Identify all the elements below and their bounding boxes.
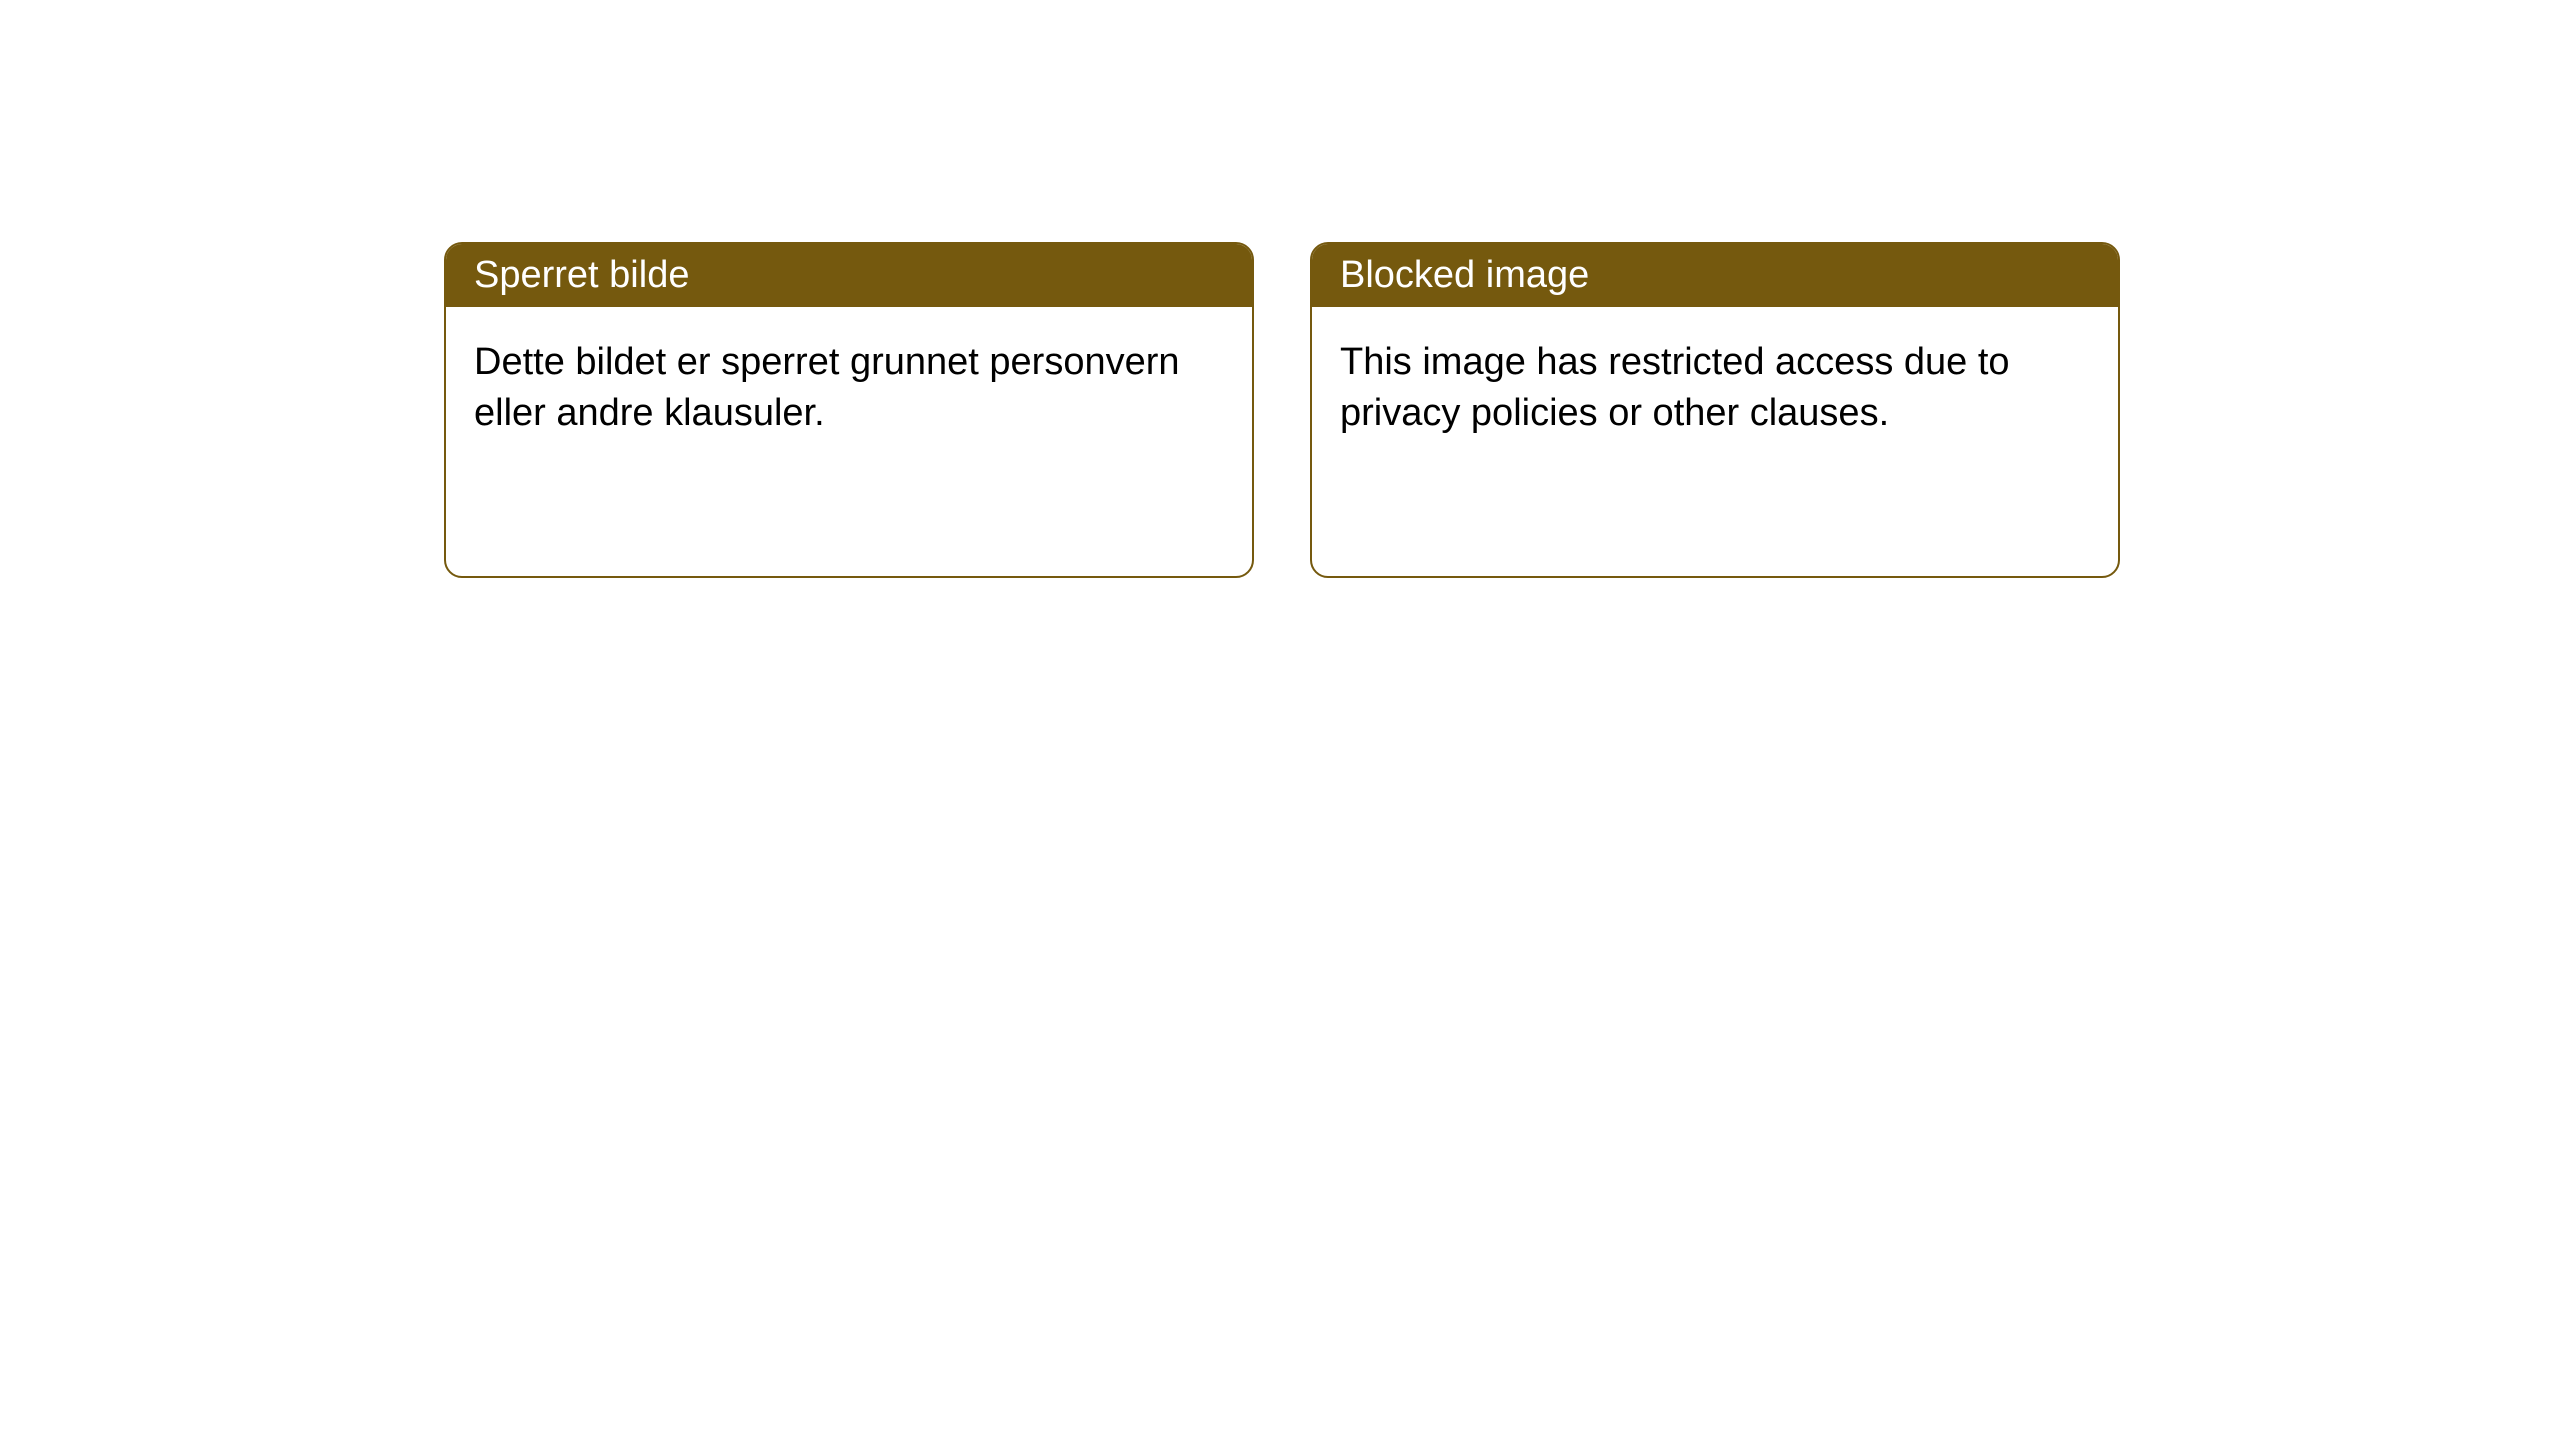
- notice-card-norwegian: Sperret bilde Dette bildet er sperret gr…: [444, 242, 1254, 578]
- notice-title: Blocked image: [1340, 254, 1589, 296]
- notice-card-english: Blocked image This image has restricted …: [1310, 242, 2120, 578]
- notice-header-english: Blocked image: [1312, 244, 2118, 307]
- notice-title: Sperret bilde: [474, 254, 689, 296]
- notice-body-text: This image has restricted access due to …: [1340, 341, 2010, 434]
- notice-body-english: This image has restricted access due to …: [1312, 307, 2118, 470]
- notice-container: Sperret bilde Dette bildet er sperret gr…: [0, 0, 2560, 578]
- notice-header-norwegian: Sperret bilde: [446, 244, 1252, 307]
- notice-body-norwegian: Dette bildet er sperret grunnet personve…: [446, 307, 1252, 470]
- notice-body-text: Dette bildet er sperret grunnet personve…: [474, 341, 1180, 434]
